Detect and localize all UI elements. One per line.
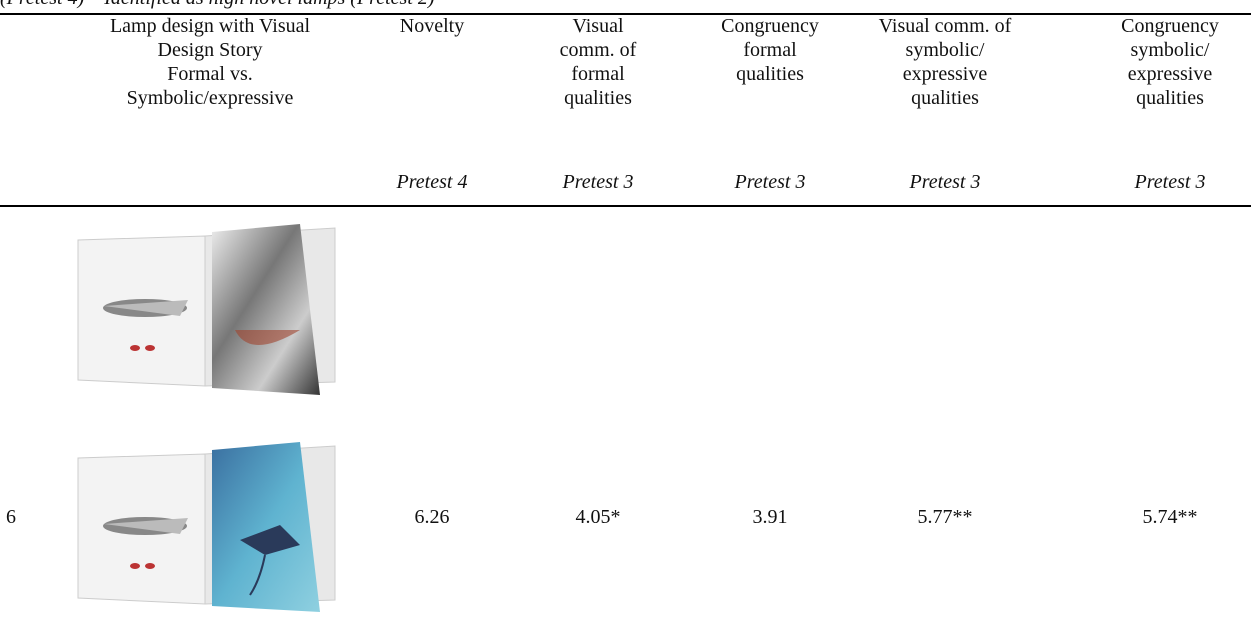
header-cell: Symbolic/expressive [126, 87, 294, 109]
source-cell: Pretest 3 [1134, 171, 1206, 193]
data-cell: 5.74** [1142, 506, 1198, 528]
source-cell: Pretest 3 [562, 171, 634, 193]
caption: (Pretest 4) – Identified as high novel l… [0, 0, 435, 10]
data-cell: 3.91 [752, 506, 788, 528]
header-cell: Congruency [721, 15, 819, 37]
header-cell: comm. of [559, 39, 637, 61]
header-cell: Visual [572, 15, 624, 37]
header-cell: symbolic/ [1130, 39, 1210, 61]
data-cell: 4.05* [575, 506, 621, 528]
header-cell: expressive [1127, 63, 1213, 85]
header-cell: Formal vs. [167, 63, 253, 85]
header-cell: qualities [564, 87, 632, 109]
top-rule [0, 13, 1251, 15]
header-cell: expressive [902, 63, 988, 85]
source-cell: Pretest 3 [734, 171, 806, 193]
header-cell: Design Story [157, 39, 263, 61]
book-image-2 [77, 442, 336, 612]
header-cell: formal [743, 39, 797, 61]
header-cell: Visual comm. of [878, 15, 1012, 37]
source-cell: Pretest 3 [909, 171, 981, 193]
header-rule [0, 205, 1251, 207]
header-cell: qualities [911, 87, 979, 109]
header-cell: formal [571, 63, 625, 85]
source-cell: Pretest 4 [396, 171, 468, 193]
data-cell: 5.77** [917, 506, 973, 528]
header-cell: symbolic/ [905, 39, 985, 61]
header-cell: Congruency [1121, 15, 1219, 37]
header-cell: qualities [1136, 87, 1204, 109]
header-cell: qualities [736, 63, 804, 85]
header-cell: Novelty [399, 15, 465, 37]
data-cell: 6.26 [414, 506, 450, 528]
header-cell: Lamp design with Visual [109, 15, 311, 37]
row-id: 6 [6, 506, 16, 528]
book-image-1 [77, 224, 336, 395]
